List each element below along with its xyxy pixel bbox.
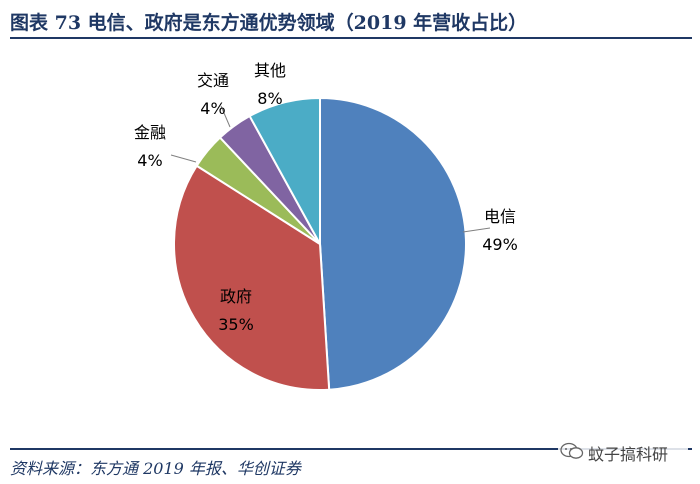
- slice-value-2: 35%: [218, 315, 254, 334]
- figure-title: 图表 73 电信、政府是东方通优势领域（2019 年营收占比）: [10, 12, 528, 34]
- slice-label-1: 电信: [484, 207, 516, 226]
- slice-value-1: 49%: [482, 235, 518, 254]
- leader-line-1: [462, 227, 491, 233]
- slice-value-4: 4%: [200, 99, 225, 118]
- footer-divider: [10, 448, 692, 450]
- title-divider: [10, 37, 692, 39]
- slice-label-3: 金融: [134, 123, 166, 142]
- leader-line-4: [220, 105, 231, 128]
- watermark-text: 蚊子搞科研: [588, 445, 669, 464]
- slice-value-5: 8%: [257, 89, 282, 108]
- slice-label-4: 交通: [197, 71, 229, 90]
- figure-title-bar: 图表 73 电信、政府是东方通优势领域（2019 年营收占比）: [10, 6, 690, 36]
- pie-slice-2: [173, 164, 331, 391]
- pie-slice-5: [248, 96, 321, 245]
- wechat-icon: [560, 442, 584, 459]
- slice-value-3: 4%: [137, 151, 162, 170]
- source-note: 资料来源：东方通 2019 年报、华创证券: [10, 459, 301, 478]
- watermark: 蚊子搞科研: [558, 438, 688, 464]
- leader-line-3: [170, 154, 197, 163]
- slice-label-2: 政府: [220, 287, 252, 306]
- pie-slice-1: [319, 96, 468, 391]
- slice-label-5: 其他: [254, 61, 286, 80]
